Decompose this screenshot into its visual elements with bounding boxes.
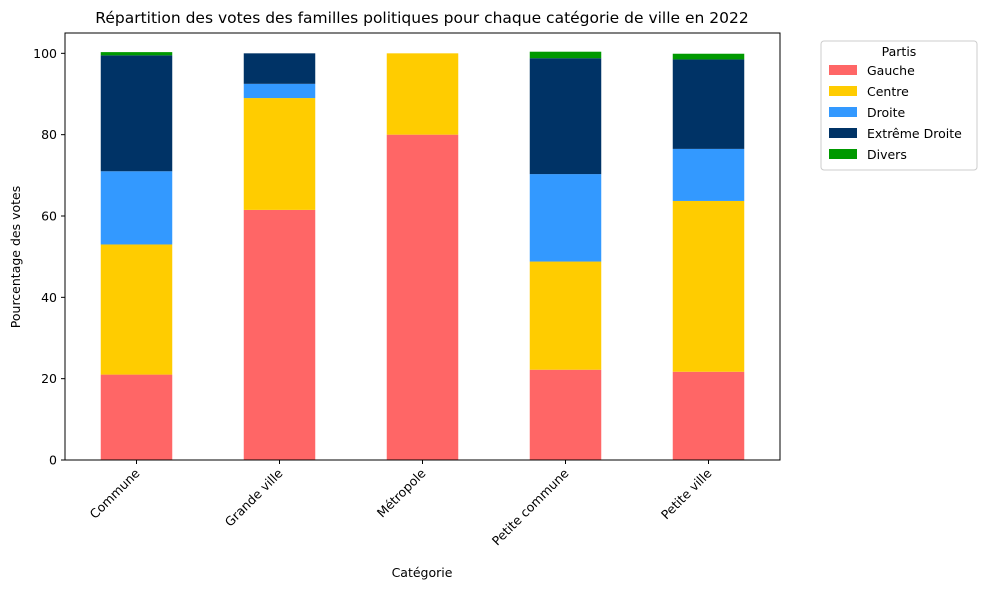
- chart-title: Répartition des votes des familles polit…: [95, 9, 748, 27]
- bar-petite-commune-extreme-droite: [529, 58, 602, 175]
- y-tick-label-20: 20: [41, 371, 57, 386]
- bar-metropole-centre: [386, 53, 459, 135]
- legend-label-centre: Centre: [867, 84, 909, 99]
- y-tick-label-80: 80: [41, 127, 57, 142]
- bar-petite-ville-centre: [672, 200, 745, 372]
- bars-layer: [100, 51, 745, 461]
- y-tick-label-100: 100: [33, 46, 57, 61]
- legend-label-gauche: Gauche: [867, 63, 915, 78]
- legend-swatch-centre: [829, 86, 857, 96]
- x-axis-label: Catégorie: [392, 565, 453, 580]
- bar-grande-ville-extreme-droite: [243, 53, 316, 84]
- bar-petite-ville-droite: [672, 148, 745, 201]
- bar-petite-ville-divers: [672, 53, 745, 60]
- legend-swatch-divers: [829, 149, 857, 159]
- bar-grande-ville-gauche: [243, 209, 316, 460]
- bar-petite-commune-gauche: [529, 369, 602, 460]
- bar-metropole-gauche: [386, 134, 459, 461]
- legend-label-extreme-droite: Extrême Droite: [867, 126, 962, 141]
- bar-commune-extreme-droite: [100, 55, 173, 172]
- bar-commune-gauche: [100, 374, 173, 460]
- legend-label-droite: Droite: [867, 105, 906, 120]
- x-tick-label-metropole: Métropole: [374, 465, 429, 520]
- y-tick-label-40: 40: [41, 290, 57, 305]
- bar-grande-ville-centre: [243, 98, 316, 210]
- legend-swatch-droite: [829, 107, 857, 117]
- bar-petite-commune-droite: [529, 174, 602, 262]
- bar-commune-centre: [100, 244, 173, 375]
- y-axis-label: Pourcentage des votes: [8, 186, 23, 328]
- bar-petite-ville-extreme-droite: [672, 59, 745, 149]
- x-tick-label-petite-commune: Petite commune: [489, 465, 572, 548]
- x-tick-label-commune: Commune: [87, 465, 143, 521]
- x-tick-label-petite-ville: Petite ville: [658, 465, 715, 522]
- bar-commune-droite: [100, 171, 173, 245]
- bar-petite-commune-centre: [529, 261, 602, 370]
- legend: Partis Gauche Centre Droite Extrême Droite D…: [820, 40, 978, 171]
- bar-commune-divers: [100, 52, 173, 56]
- bar-grande-ville-droite: [243, 83, 316, 99]
- legend-swatch-extreme-droite: [829, 128, 857, 138]
- bar-petite-ville-gauche: [672, 371, 745, 460]
- legend-frame: [820, 40, 978, 171]
- legend-title: Partis: [882, 44, 917, 59]
- x-tick-label-grande-ville: Grande ville: [222, 465, 286, 529]
- legend-swatch-gauche: [829, 65, 857, 75]
- y-tick-label-60: 60: [41, 209, 57, 224]
- legend-items: Gauche Centre Droite Extrême Droite Divers: [829, 63, 962, 162]
- bar-petite-commune-divers: [529, 51, 602, 59]
- y-tick-label-0: 0: [49, 453, 57, 468]
- legend-label-divers: Divers: [867, 147, 907, 162]
